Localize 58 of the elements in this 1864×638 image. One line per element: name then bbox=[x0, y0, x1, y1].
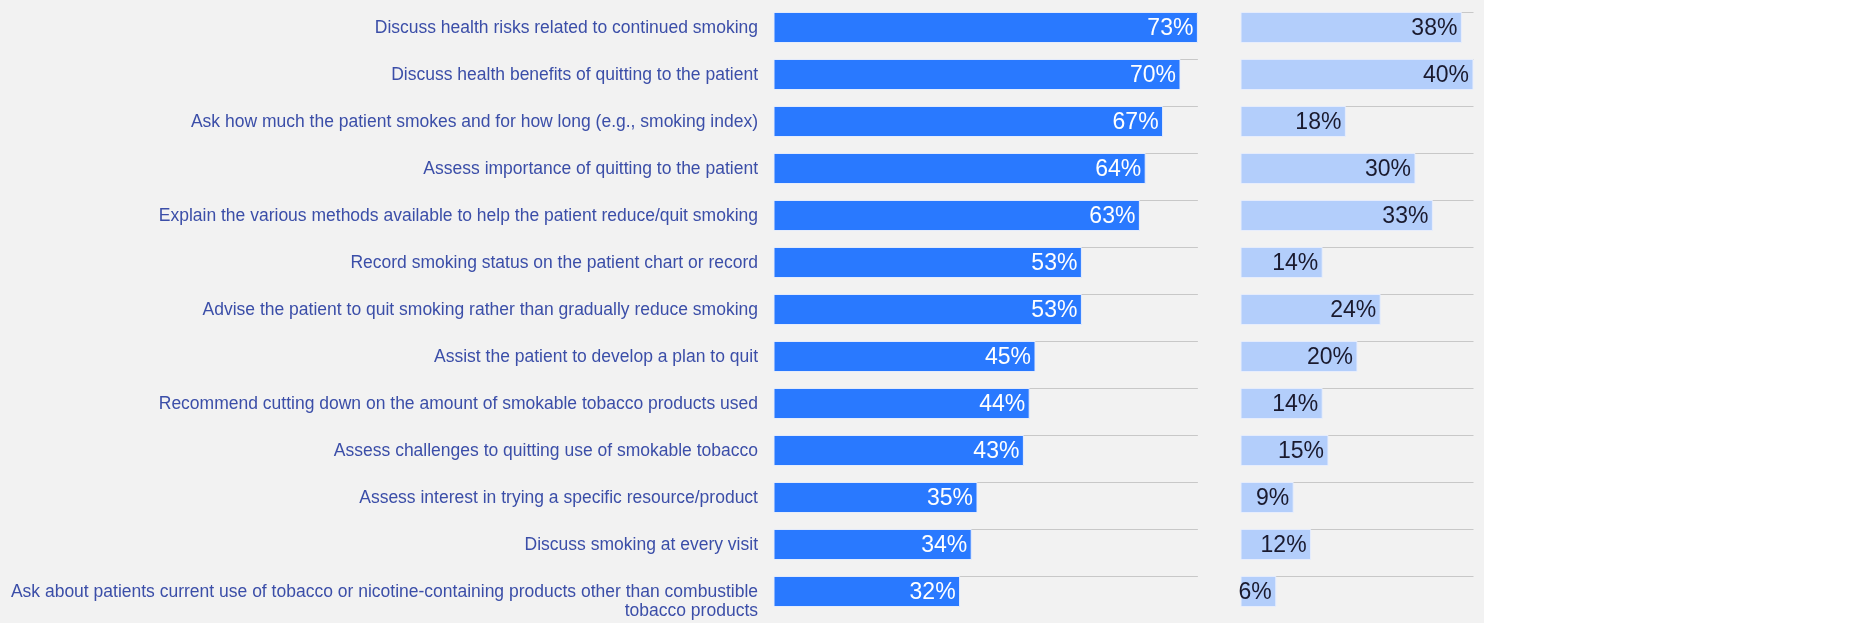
bar bbox=[773, 528, 972, 561]
data-label: 70% bbox=[1129, 60, 1176, 87]
bar bbox=[773, 199, 1140, 232]
data-label: 64% bbox=[1095, 154, 1142, 181]
bar bbox=[773, 152, 1146, 185]
data-label: 40% bbox=[1422, 60, 1469, 87]
y-tick-label: Discuss health benefits of quitting to the patient bbox=[391, 63, 759, 84]
data-label: 24% bbox=[1330, 295, 1377, 322]
bar bbox=[773, 481, 978, 514]
data-label: 18% bbox=[1295, 107, 1342, 134]
bar bbox=[1240, 199, 1433, 232]
bar bbox=[1240, 293, 1381, 326]
data-label: 12% bbox=[1260, 530, 1307, 557]
y-tick-label: Ask about patients current use of tobacco or nicotine-containing products other than combustible tobacco products bbox=[10, 580, 759, 620]
bar bbox=[773, 387, 1030, 420]
y-tick-label: Discuss health risks related to continued smoking bbox=[374, 16, 758, 37]
data-label: 15% bbox=[1277, 436, 1324, 463]
data-label: 44% bbox=[979, 389, 1026, 416]
y-tick-label: Ask how much the patient smokes and for how long (e.g., smoking index) bbox=[190, 110, 758, 131]
data-label: 53% bbox=[1031, 295, 1078, 322]
bar bbox=[773, 434, 1024, 467]
bar bbox=[1240, 58, 1474, 91]
bar bbox=[773, 11, 1198, 44]
bar bbox=[773, 58, 1181, 91]
bar bbox=[1240, 11, 1462, 44]
y-tick-label: Assess importance of quitting to the patient bbox=[423, 157, 759, 178]
data-label: 14% bbox=[1272, 248, 1319, 275]
data-label: 38% bbox=[1411, 13, 1458, 40]
y-tick-label: Recommend cutting down on the amount of smokable tobacco products used bbox=[158, 392, 758, 413]
bar bbox=[773, 340, 1036, 373]
data-label: 30% bbox=[1364, 154, 1411, 181]
bar bbox=[1240, 340, 1358, 373]
data-label: 35% bbox=[926, 483, 973, 510]
data-label: 45% bbox=[984, 342, 1031, 369]
data-label: 32% bbox=[909, 577, 956, 604]
data-label: 33% bbox=[1382, 201, 1429, 228]
y-tick-label: Discuss smoking at every visit bbox=[524, 533, 759, 554]
y-tick-label: Assess challenges to quitting use of smokable tobacco bbox=[333, 439, 758, 460]
data-label: 9% bbox=[1255, 483, 1290, 510]
y-tick-label: Assess interest in trying a specific resource/product bbox=[359, 486, 759, 507]
data-label: 67% bbox=[1112, 107, 1159, 134]
data-label: 53% bbox=[1031, 248, 1078, 275]
bar bbox=[773, 246, 1082, 279]
data-label: 20% bbox=[1306, 342, 1353, 369]
bar bbox=[773, 575, 961, 608]
y-tick-label: Record smoking status on the patient chart or record bbox=[350, 251, 758, 272]
data-label: 43% bbox=[973, 436, 1020, 463]
y-tick-label: Assist the patient to develop a plan to quit bbox=[434, 345, 759, 366]
y-tick-label: Explain the various methods available to help the patient reduce/quit smoking bbox=[158, 204, 758, 225]
y-tick-label: Advise the patient to quit smoking rather than gradually reduce smoking bbox=[202, 298, 758, 319]
data-label: 14% bbox=[1272, 389, 1319, 416]
data-label: 6% bbox=[1238, 577, 1272, 604]
data-label: 73% bbox=[1147, 13, 1194, 40]
bar bbox=[773, 293, 1082, 326]
data-label: 34% bbox=[921, 530, 968, 557]
bar bbox=[773, 105, 1164, 138]
bar bbox=[1240, 152, 1416, 185]
data-label: 63% bbox=[1089, 201, 1136, 228]
